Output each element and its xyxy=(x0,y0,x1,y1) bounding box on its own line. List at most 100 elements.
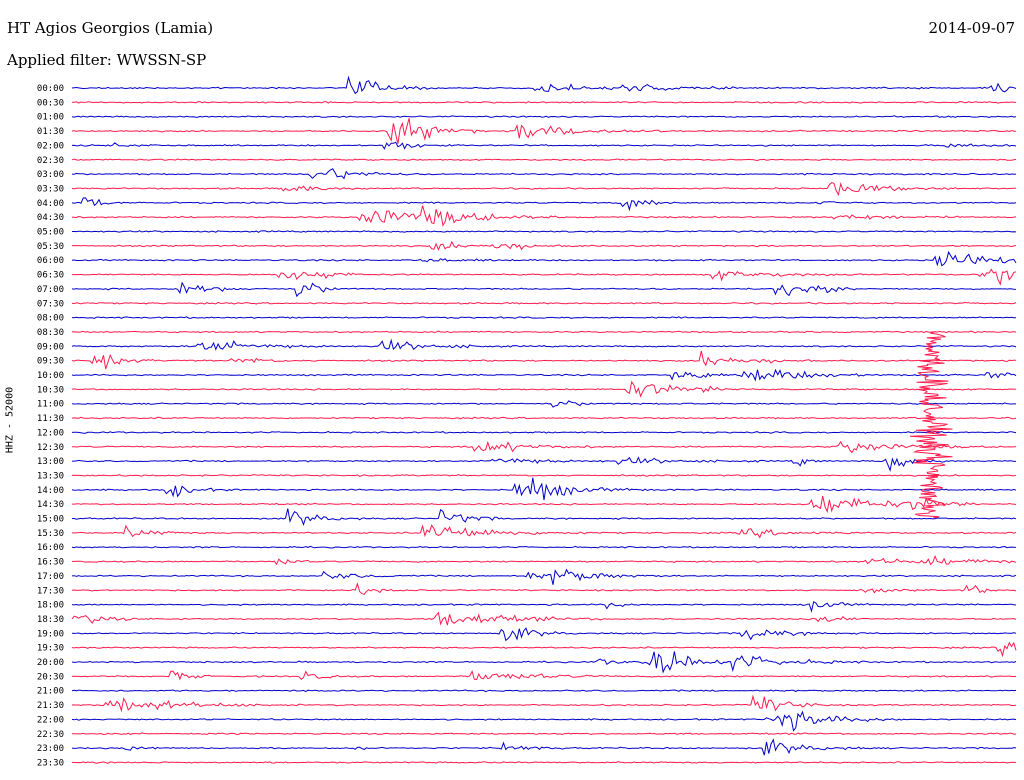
row-label: 22:00 xyxy=(37,715,64,725)
trace-line xyxy=(71,205,1017,227)
trace-line xyxy=(72,495,1017,514)
trace-line xyxy=(71,524,1017,539)
trace-line xyxy=(71,141,1017,150)
trace-line xyxy=(71,338,1017,351)
row-label: 17:00 xyxy=(37,572,64,582)
row-label: 04:00 xyxy=(37,199,64,209)
trace-line xyxy=(72,230,1017,233)
trace-line xyxy=(71,611,1017,626)
row-label: 15:00 xyxy=(37,515,64,525)
trace-line xyxy=(71,115,1017,119)
row-label: 11:30 xyxy=(37,414,64,424)
trace-line xyxy=(71,477,1017,501)
trace-line xyxy=(71,301,1017,305)
trace-line xyxy=(71,75,1017,95)
row-label: 00:30 xyxy=(37,98,64,108)
trace-line xyxy=(72,508,1017,527)
trace-line xyxy=(72,456,1016,473)
row-label: 07:30 xyxy=(37,299,64,309)
trace-line xyxy=(71,400,1016,408)
trace-line xyxy=(71,582,1017,595)
trace-line xyxy=(71,601,1017,613)
row-label: 21:00 xyxy=(37,687,64,697)
trace-line xyxy=(71,350,1016,370)
trace-line xyxy=(71,368,1017,382)
trace-line xyxy=(71,316,1017,319)
row-label: 03:30 xyxy=(37,184,64,194)
row-label: 06:30 xyxy=(37,271,64,281)
trace-line xyxy=(71,689,1017,693)
row-label: 13:30 xyxy=(37,471,64,481)
row-label: 01:00 xyxy=(37,113,64,123)
trace-line xyxy=(71,240,1017,251)
trace-line xyxy=(71,330,1017,334)
row-label: 12:30 xyxy=(37,443,64,453)
row-label: 15:30 xyxy=(37,529,64,539)
trace-line xyxy=(71,268,1017,286)
row-label: 00:00 xyxy=(37,84,64,94)
trace-line xyxy=(71,761,1016,764)
trace-line xyxy=(71,181,1017,197)
row-label: 10:00 xyxy=(37,371,64,381)
trace-line xyxy=(71,100,1017,104)
row-label: 08:30 xyxy=(37,328,64,338)
trace-line xyxy=(71,554,1017,566)
trace-line xyxy=(71,430,1017,434)
row-label: 06:00 xyxy=(37,256,64,266)
trace-line xyxy=(71,738,1017,756)
row-label: 02:30 xyxy=(37,156,64,166)
row-label: 23:30 xyxy=(37,758,64,768)
row-label: 09:00 xyxy=(37,342,64,352)
trace-line xyxy=(71,694,1017,713)
trace-line xyxy=(71,474,1017,477)
row-label: 22:30 xyxy=(37,730,64,740)
trace-line xyxy=(71,197,1017,212)
row-label: 01:30 xyxy=(37,127,64,137)
trace-line xyxy=(71,670,1017,681)
trace-line xyxy=(71,710,1017,732)
station-title: HT Agios Georgios (Lamia) xyxy=(7,19,214,37)
row-label: 18:30 xyxy=(37,615,64,625)
row-label: 11:00 xyxy=(37,400,64,410)
row-label: 18:00 xyxy=(37,601,64,611)
row-label: 09:30 xyxy=(37,357,64,367)
row-label: 23:00 xyxy=(37,744,64,754)
trace-line xyxy=(71,627,1017,642)
row-label: 07:00 xyxy=(37,285,64,295)
trace-line xyxy=(71,380,1017,398)
row-label: 03:00 xyxy=(37,170,64,180)
trace-line xyxy=(71,118,1017,144)
trace-line xyxy=(71,281,1017,298)
row-label: 17:30 xyxy=(37,586,64,596)
trace-line xyxy=(71,568,1017,585)
trace-line xyxy=(71,416,1017,420)
row-label: 02:00 xyxy=(37,141,64,151)
large-event-trace xyxy=(909,331,953,519)
filter-label: Applied filter: WWSSN-SP xyxy=(7,51,207,69)
row-label: 05:00 xyxy=(37,228,64,238)
trace-line xyxy=(72,440,1017,454)
row-label: 20:30 xyxy=(37,672,64,682)
trace-line xyxy=(71,732,1016,736)
row-label: 19:00 xyxy=(37,629,64,639)
row-label: 10:30 xyxy=(37,385,64,395)
trace-line xyxy=(71,250,1017,267)
row-label: 08:00 xyxy=(37,314,64,324)
row-label: 14:30 xyxy=(37,500,64,510)
row-label: 14:00 xyxy=(37,486,64,496)
row-label: 19:30 xyxy=(37,644,64,654)
row-label: 21:30 xyxy=(37,701,64,711)
trace-line xyxy=(71,545,1017,549)
trace-line xyxy=(71,641,1017,658)
trace-line xyxy=(71,158,1017,162)
row-label: 12:00 xyxy=(37,428,64,438)
trace-line xyxy=(71,168,1017,180)
row-label: 13:00 xyxy=(37,457,64,467)
date-label: 2014-09-07 xyxy=(928,19,1015,37)
row-label: 16:30 xyxy=(37,558,64,568)
row-label: 04:30 xyxy=(37,213,64,223)
row-label: 20:00 xyxy=(37,658,64,668)
row-label: 16:00 xyxy=(37,543,64,553)
row-label: 05:30 xyxy=(37,242,64,252)
